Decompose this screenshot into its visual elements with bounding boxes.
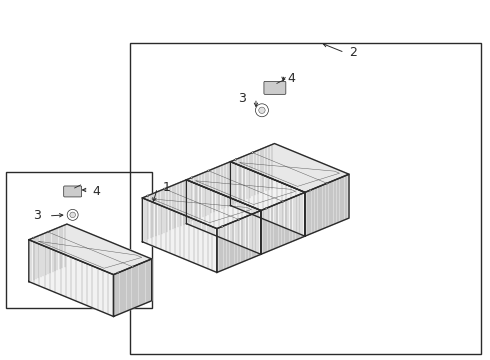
Polygon shape <box>29 224 151 275</box>
Circle shape <box>238 219 240 220</box>
Circle shape <box>266 207 267 209</box>
Bar <box>6 172 152 307</box>
Polygon shape <box>230 162 305 236</box>
Polygon shape <box>143 198 217 273</box>
Bar <box>130 42 481 354</box>
Circle shape <box>33 237 34 239</box>
Circle shape <box>282 201 284 202</box>
Polygon shape <box>29 240 114 316</box>
Polygon shape <box>217 211 261 273</box>
Text: 3: 3 <box>238 92 246 105</box>
Polygon shape <box>186 162 305 211</box>
Circle shape <box>67 210 78 220</box>
Circle shape <box>47 231 49 233</box>
Text: 1: 1 <box>162 181 170 194</box>
Polygon shape <box>305 174 349 236</box>
Circle shape <box>310 189 311 191</box>
Circle shape <box>132 266 133 267</box>
Circle shape <box>147 195 148 197</box>
Polygon shape <box>29 224 67 282</box>
Circle shape <box>70 212 75 218</box>
Text: 3: 3 <box>33 210 41 222</box>
Circle shape <box>208 170 209 171</box>
Polygon shape <box>114 259 151 316</box>
Circle shape <box>235 159 237 160</box>
Circle shape <box>252 152 253 153</box>
Circle shape <box>164 188 165 190</box>
Polygon shape <box>230 162 305 236</box>
Polygon shape <box>186 180 261 254</box>
Circle shape <box>191 177 193 179</box>
Text: 4: 4 <box>93 185 100 198</box>
Polygon shape <box>230 144 274 206</box>
Text: 2: 2 <box>349 46 358 59</box>
Polygon shape <box>261 192 305 254</box>
Polygon shape <box>67 224 151 301</box>
Circle shape <box>117 272 119 274</box>
Circle shape <box>326 183 328 184</box>
Polygon shape <box>230 144 349 192</box>
Polygon shape <box>143 180 186 242</box>
FancyBboxPatch shape <box>64 186 82 197</box>
Polygon shape <box>186 180 261 254</box>
Polygon shape <box>274 144 349 218</box>
Circle shape <box>221 226 223 227</box>
Polygon shape <box>186 162 230 224</box>
FancyBboxPatch shape <box>264 81 286 94</box>
Circle shape <box>259 107 265 113</box>
Text: 4: 4 <box>288 72 295 85</box>
Polygon shape <box>143 180 261 229</box>
Circle shape <box>255 104 269 117</box>
